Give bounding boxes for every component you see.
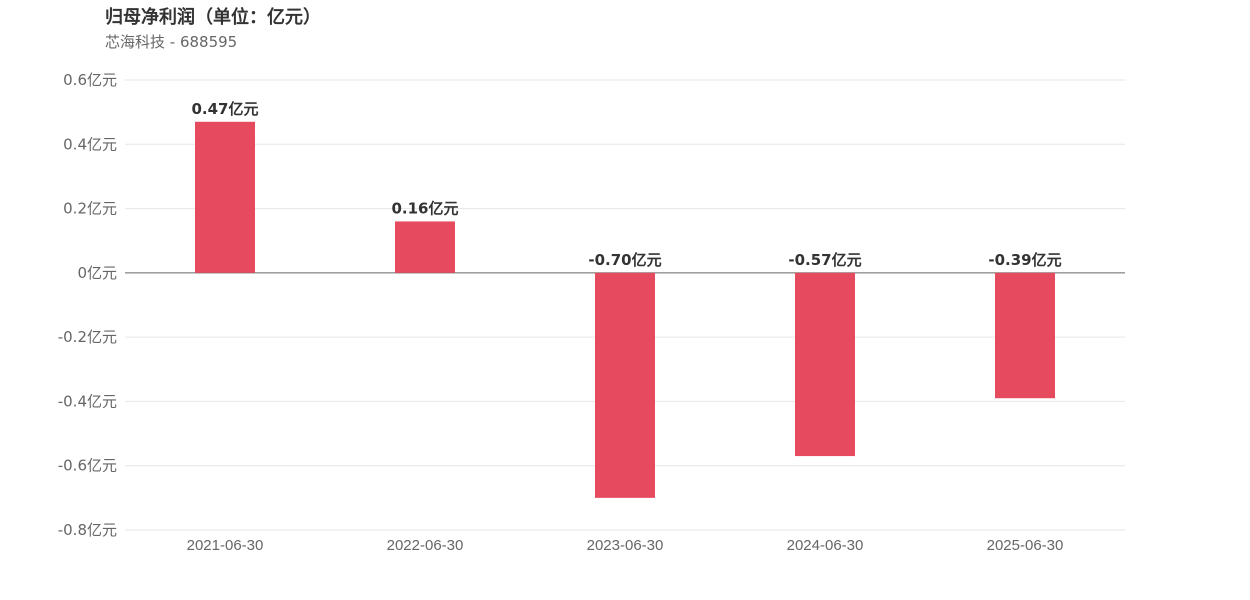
chart-subtitle: 芯海科技 - 688595 <box>105 33 238 51</box>
x-tick-label: 2024-06-30 <box>787 537 864 554</box>
bar[interactable] <box>195 121 255 273</box>
y-tick-label: 0.4亿元 <box>63 135 117 153</box>
data-label: 0.16亿元 <box>391 199 458 217</box>
bar[interactable] <box>995 272 1055 399</box>
x-tick-label: 2025-06-30 <box>987 537 1064 554</box>
data-label: -0.39亿元 <box>988 251 1061 269</box>
x-tick-label: 2021-06-30 <box>187 537 264 554</box>
y-tick-label: 0.6亿元 <box>63 71 117 89</box>
data-label: 0.47亿元 <box>191 100 258 118</box>
x-tick-label: 2022-06-30 <box>387 537 464 554</box>
bar[interactable] <box>395 221 455 273</box>
bar-layer <box>195 121 1055 498</box>
x-tick-label: 2023-06-30 <box>587 537 664 554</box>
label-layer: 0.6亿元 0.4亿元 0.2亿元 0亿元 -0.2亿元 -0.4亿元 -0.6亿元 -0.8… <box>58 71 1064 554</box>
y-tick-label: -0.4亿元 <box>58 392 117 410</box>
chart-title: 归母净利润（单位：亿元） <box>105 7 321 28</box>
y-tick-label: -0.2亿元 <box>58 328 117 346</box>
y-tick-label: 0.2亿元 <box>63 200 117 218</box>
data-label: -0.70亿元 <box>588 251 661 269</box>
data-label: -0.57亿元 <box>788 251 861 269</box>
bar[interactable] <box>795 272 855 457</box>
bar[interactable] <box>595 272 655 498</box>
y-tick-label: 0亿元 <box>77 264 117 282</box>
y-tick-label: -0.8亿元 <box>58 521 117 539</box>
y-tick-label: -0.6亿元 <box>58 457 117 475</box>
